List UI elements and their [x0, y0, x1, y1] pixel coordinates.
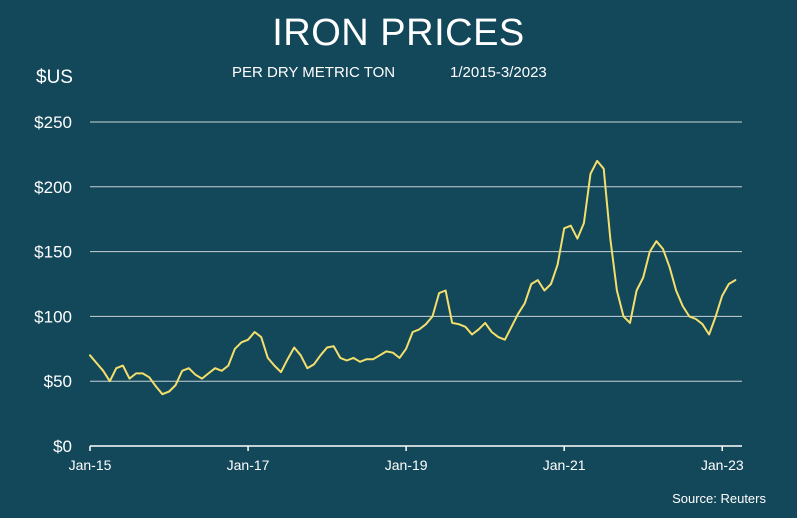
y-tick-label: $150 [34, 243, 72, 262]
chart-subtitle: PER DRY METRIC TON [232, 64, 396, 81]
y-tick-label: $0 [53, 437, 72, 456]
chart-date-range: 1/2015-3/2023 [450, 64, 547, 81]
gridlines [90, 121, 742, 382]
x-tick-label: Jan-23 [701, 457, 744, 473]
y-tick-label: $50 [44, 372, 72, 391]
y-tick-label: $100 [34, 307, 72, 326]
y-axis-unit-label: $US [36, 67, 73, 88]
x-tick-label: Jan-15 [69, 457, 112, 473]
x-axis: Jan-15 Jan-17 Jan-19 Jan-21 Jan-23 [69, 445, 744, 473]
x-tick-label: Jan-17 [227, 457, 270, 473]
chart-title: IRON PRICES [272, 12, 525, 54]
x-tick-label: Jan-21 [543, 457, 586, 473]
y-axis-ticks: $0 $50 $100 $150 $200 $250 [34, 113, 72, 456]
x-tick-label: Jan-19 [385, 457, 428, 473]
y-tick-label: $250 [34, 113, 72, 132]
source-note: Source: Reuters [672, 491, 766, 506]
series-group [89, 159, 737, 396]
price-series-line [89, 159, 737, 396]
y-tick-label: $200 [34, 178, 72, 197]
